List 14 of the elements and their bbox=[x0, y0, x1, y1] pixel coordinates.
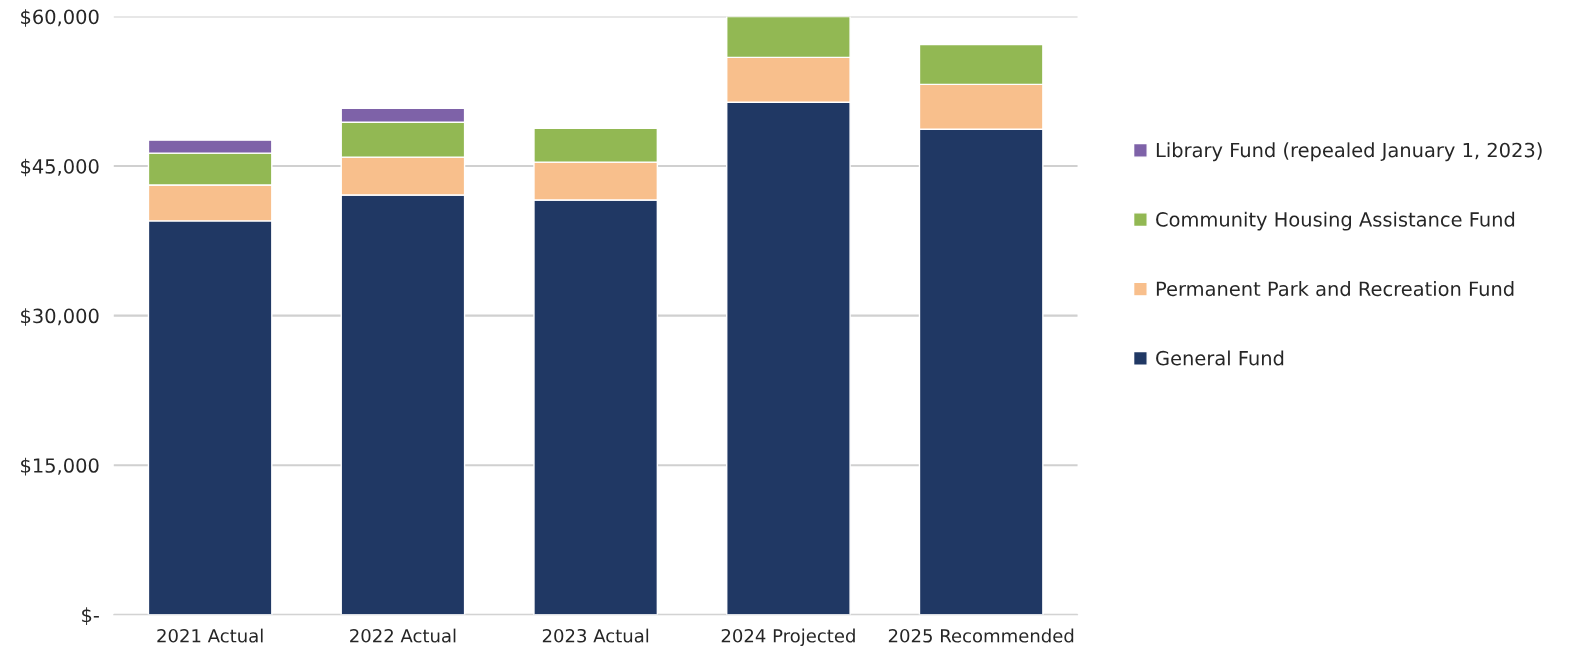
legend-label: General Fund bbox=[1156, 350, 1284, 366]
x-tick-label: 2023 Actual bbox=[542, 628, 649, 643]
x-tick-label: 2025 Recommended bbox=[888, 628, 1074, 643]
legend-label: Permanent Park and Recreation Fund bbox=[1156, 281, 1514, 297]
x-tick-label: 2024 Projected bbox=[721, 628, 855, 647]
y-tick-label: $60,000 bbox=[21, 9, 99, 27]
x-tick-label: 2022 Actual bbox=[350, 628, 456, 643]
legend-label: Library Fund (repealed January 1, 2023) bbox=[1156, 142, 1542, 162]
x-tick-label: 2021 Actual bbox=[157, 628, 263, 643]
y-tick-label: $15,000 bbox=[21, 457, 99, 476]
legend-label: Community Housing Assistance Fund bbox=[1156, 211, 1515, 231]
y-tick-label: $30,000 bbox=[21, 308, 99, 326]
y-tick-label: $45,000 bbox=[21, 158, 99, 177]
y-tick-label: $- bbox=[82, 607, 99, 625]
